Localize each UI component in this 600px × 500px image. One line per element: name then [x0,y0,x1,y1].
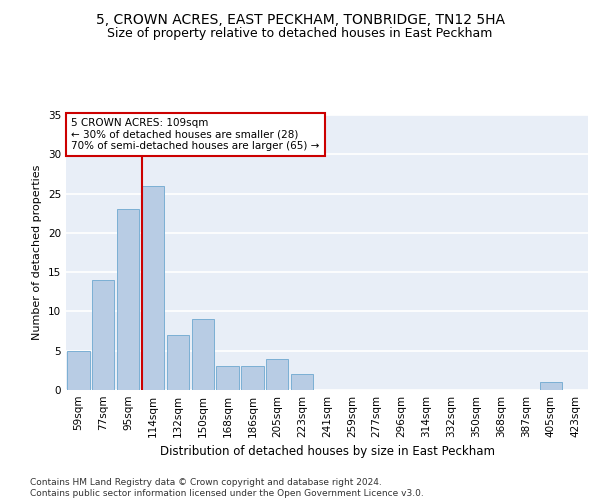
Text: Size of property relative to detached houses in East Peckham: Size of property relative to detached ho… [107,28,493,40]
Bar [117,210,139,390]
Bar [266,358,289,390]
Bar [67,350,89,390]
Bar [92,280,115,390]
Y-axis label: Number of detached properties: Number of detached properties [32,165,43,340]
Bar [217,366,239,390]
Bar [241,366,263,390]
Text: 5, CROWN ACRES, EAST PECKHAM, TONBRIDGE, TN12 5HA: 5, CROWN ACRES, EAST PECKHAM, TONBRIDGE,… [95,12,505,26]
Bar [142,186,164,390]
X-axis label: Distribution of detached houses by size in East Peckham: Distribution of detached houses by size … [160,446,494,458]
Bar [291,374,313,390]
Bar [539,382,562,390]
Bar [167,335,189,390]
Bar [191,320,214,390]
Text: Contains HM Land Registry data © Crown copyright and database right 2024.
Contai: Contains HM Land Registry data © Crown c… [30,478,424,498]
Text: 5 CROWN ACRES: 109sqm
← 30% of detached houses are smaller (28)
70% of semi-deta: 5 CROWN ACRES: 109sqm ← 30% of detached … [71,118,320,151]
